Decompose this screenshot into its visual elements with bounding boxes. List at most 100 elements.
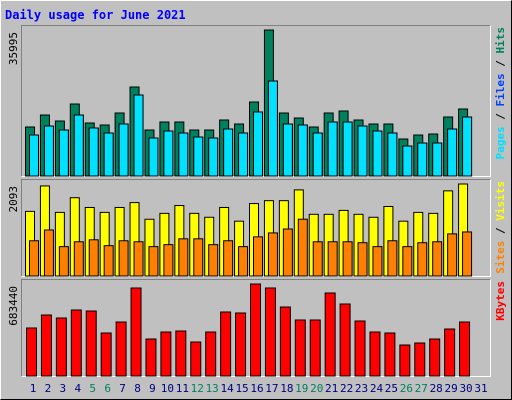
bar [417,242,428,277]
bar [327,241,338,277]
x-tick-label: 16 [250,382,263,395]
legend-separator: / [494,221,507,241]
bar [357,242,368,277]
x-tick-label: 22 [340,382,353,395]
bar [235,312,247,377]
bar [223,128,234,177]
bar [55,317,67,377]
chart-title: Daily usage for June 2021 [5,8,186,22]
bar [267,232,278,277]
legend-separator: / [494,54,507,74]
bar [327,121,338,177]
legend: Pages / Files / Hits [494,27,507,160]
x-tick-label: 14 [221,382,235,395]
bar [193,136,204,177]
bar [282,123,293,177]
bar [444,328,456,377]
x-tick-label: 8 [134,382,141,395]
bar [384,332,396,377]
bar [193,238,204,277]
bar [417,142,428,177]
bar [339,303,351,377]
bar [432,241,443,277]
x-tick-label: 24 [370,382,384,395]
x-tick-label: 20 [310,382,323,395]
bar [459,321,471,377]
plot-border-dark [21,279,491,377]
bar [223,240,234,277]
bar [103,132,114,177]
x-tick-label: 25 [385,382,398,395]
bar [372,130,383,177]
x-tick-label: 30 [459,382,472,395]
plot-border-dark [21,179,491,277]
x-tick-label: 13 [206,382,219,395]
bar [309,319,321,377]
bar [402,145,413,177]
bar [148,137,159,177]
bar [29,240,39,277]
x-tick-label: 5 [89,382,96,395]
bar [205,331,217,377]
bar [118,240,129,277]
bar [220,311,232,377]
bar [447,128,458,177]
bar [297,124,308,177]
x-tick-label: 1 [30,382,37,395]
bar [342,241,353,277]
bar [163,130,174,177]
bar [115,321,127,377]
x-tick-label: 21 [325,382,338,395]
bar [190,341,202,377]
bar [297,218,308,277]
x-tick-label: 15 [235,382,248,395]
bar [462,116,473,177]
bar [282,228,293,277]
legend-entry: Hits [494,27,507,54]
bar [279,306,291,377]
bar [238,246,249,277]
x-tick-label: 10 [161,382,174,395]
bar [88,239,99,277]
bar [414,342,426,377]
bar [312,132,323,177]
plot-border-light [21,25,491,177]
bar [267,80,278,177]
x-tick-label: 7 [119,382,126,395]
bar [399,344,411,377]
x-tick-label: 3 [60,382,67,395]
bar [208,244,219,277]
bar [294,319,306,377]
bar [100,332,112,377]
bar [145,338,157,377]
x-tick-label: 4 [74,382,81,395]
legend-entry: Visits [494,181,507,221]
x-tick-label: 31 [474,382,487,395]
bar [43,229,54,277]
legend-entry: Pages [494,126,507,159]
bar [429,338,441,377]
x-tick-label: 6 [104,382,111,395]
bar [178,132,189,177]
bar [133,94,144,177]
x-tick-label: 27 [415,382,428,395]
legend-entry: KBytes [494,281,507,321]
bar [58,246,69,277]
bar [148,246,159,277]
bar [130,287,142,377]
bar [312,241,323,277]
x-tick-label: 29 [445,382,458,395]
bar [432,142,443,177]
legend-separator: / [494,107,507,127]
x-tick-label: 23 [355,382,368,395]
bar [253,236,263,277]
legend: KBytes [494,281,507,321]
x-tick-label: 11 [176,382,189,395]
y-tick-label: 683440 [7,286,20,326]
legend-entry: Sites [494,241,507,274]
y-tick-label: 35995 [7,32,20,65]
y-tick-label: 2093 [7,186,20,213]
x-tick-label: 17 [265,382,278,395]
bar [73,114,84,177]
